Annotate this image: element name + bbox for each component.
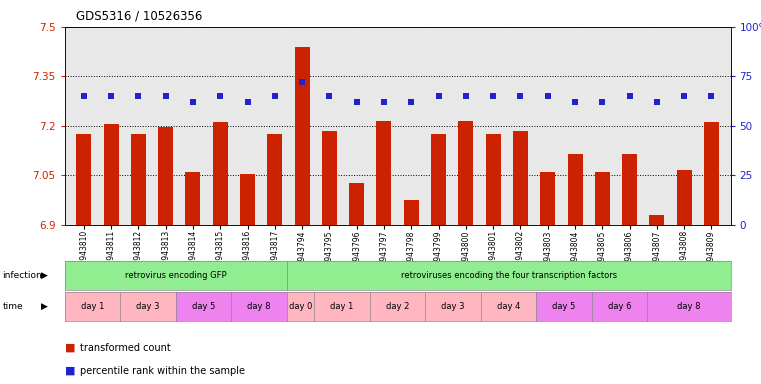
Bar bbox=[322, 131, 337, 225]
Text: ▶: ▶ bbox=[41, 302, 48, 311]
Text: day 1: day 1 bbox=[330, 302, 354, 311]
Text: retroviruses encoding the four transcription factors: retroviruses encoding the four transcrip… bbox=[400, 271, 616, 280]
Bar bbox=[540, 172, 556, 225]
Point bbox=[78, 93, 90, 99]
Bar bbox=[267, 134, 282, 225]
Bar bbox=[377, 121, 391, 225]
Bar bbox=[704, 122, 719, 225]
Text: percentile rank within the sample: percentile rank within the sample bbox=[80, 366, 245, 376]
Bar bbox=[295, 46, 310, 225]
Point bbox=[487, 93, 499, 99]
Text: day 8: day 8 bbox=[247, 302, 271, 311]
Point bbox=[569, 99, 581, 105]
Point bbox=[187, 99, 199, 105]
Text: ■: ■ bbox=[65, 366, 78, 376]
Text: day 3: day 3 bbox=[441, 302, 465, 311]
Bar bbox=[404, 200, 419, 225]
Text: GDS5316 / 10526356: GDS5316 / 10526356 bbox=[76, 10, 202, 23]
Point bbox=[432, 93, 444, 99]
Bar bbox=[103, 124, 119, 225]
Text: ■: ■ bbox=[65, 343, 78, 353]
Bar bbox=[158, 127, 174, 225]
Point bbox=[378, 99, 390, 105]
Point bbox=[514, 93, 527, 99]
Bar bbox=[622, 154, 637, 225]
Point bbox=[214, 93, 226, 99]
Point bbox=[460, 93, 472, 99]
Text: day 0: day 0 bbox=[289, 302, 312, 311]
Point bbox=[678, 93, 690, 99]
Text: day 4: day 4 bbox=[497, 302, 521, 311]
Bar bbox=[649, 215, 664, 225]
Text: day 3: day 3 bbox=[136, 302, 160, 311]
Point bbox=[269, 93, 281, 99]
Point bbox=[623, 93, 635, 99]
Bar bbox=[595, 172, 610, 225]
Bar bbox=[240, 174, 255, 225]
Point bbox=[323, 93, 336, 99]
Point bbox=[405, 99, 417, 105]
Point bbox=[105, 93, 117, 99]
Text: infection: infection bbox=[2, 271, 42, 280]
Text: day 2: day 2 bbox=[386, 302, 409, 311]
Text: day 5: day 5 bbox=[192, 302, 215, 311]
Point bbox=[596, 99, 608, 105]
Text: time: time bbox=[2, 302, 23, 311]
Bar bbox=[431, 134, 446, 225]
Bar bbox=[677, 170, 692, 225]
Point bbox=[705, 93, 718, 99]
Text: transformed count: transformed count bbox=[80, 343, 170, 353]
Point bbox=[296, 79, 308, 85]
Bar bbox=[458, 121, 473, 225]
Bar bbox=[513, 131, 528, 225]
Text: day 1: day 1 bbox=[81, 302, 104, 311]
Point bbox=[160, 93, 172, 99]
Bar bbox=[131, 134, 146, 225]
Point bbox=[651, 99, 663, 105]
Text: ▶: ▶ bbox=[41, 271, 48, 280]
Point bbox=[241, 99, 253, 105]
Point bbox=[132, 93, 145, 99]
Bar bbox=[568, 154, 582, 225]
Text: day 6: day 6 bbox=[608, 302, 632, 311]
Text: day 5: day 5 bbox=[552, 302, 576, 311]
Bar bbox=[76, 134, 91, 225]
Bar bbox=[349, 184, 365, 225]
Bar bbox=[486, 134, 501, 225]
Point bbox=[351, 99, 363, 105]
Text: retrovirus encoding GFP: retrovirus encoding GFP bbox=[125, 271, 227, 280]
Bar bbox=[186, 172, 200, 225]
Text: day 8: day 8 bbox=[677, 302, 701, 311]
Point bbox=[542, 93, 554, 99]
Bar bbox=[213, 122, 228, 225]
